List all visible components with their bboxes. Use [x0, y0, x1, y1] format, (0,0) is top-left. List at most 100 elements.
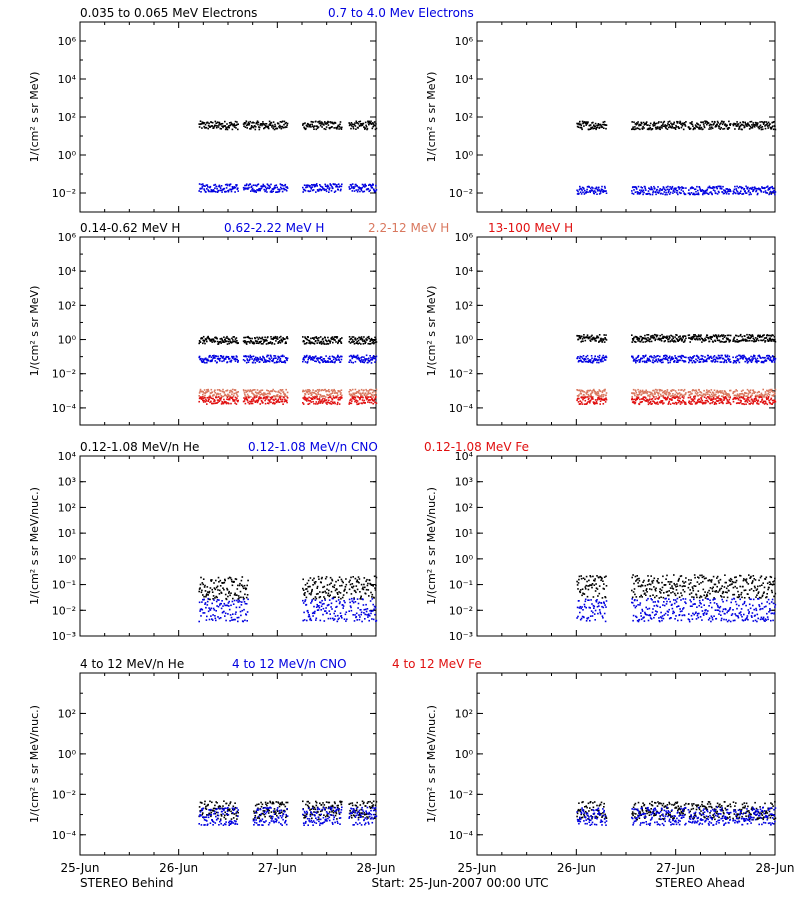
data-point [259, 129, 261, 131]
data-point [362, 125, 364, 127]
data-point [371, 596, 373, 598]
data-point [713, 398, 715, 400]
data-point [579, 358, 581, 360]
data-point [345, 578, 347, 580]
data-point [673, 123, 675, 125]
data-point [762, 402, 764, 404]
data-point [771, 193, 773, 195]
data-point [235, 121, 237, 123]
data-point [712, 401, 714, 403]
data-point [222, 605, 224, 607]
data-point [253, 122, 255, 124]
data-point [227, 361, 229, 363]
data-point [359, 358, 361, 360]
data-point [376, 389, 378, 391]
data-point [314, 583, 316, 585]
data-point [204, 397, 206, 399]
data-point [604, 390, 606, 392]
data-point [759, 121, 761, 123]
data-point [375, 585, 377, 587]
data-point [209, 355, 211, 357]
data-point [366, 390, 368, 392]
data-point [271, 357, 273, 359]
data-point [253, 399, 255, 401]
data-point [762, 398, 764, 400]
data-point [644, 335, 646, 337]
data-point [682, 337, 684, 339]
legend-label: 0.7 to 4.0 Mev Electrons [328, 6, 474, 20]
data-point [205, 124, 207, 126]
data-point [691, 403, 693, 405]
data-point [677, 190, 679, 192]
data-point [245, 341, 247, 343]
data-point [587, 191, 589, 193]
data-point [268, 128, 270, 130]
data-point [750, 402, 752, 404]
data-point [276, 128, 278, 130]
data-point [226, 336, 228, 338]
data-point [363, 356, 365, 358]
data-point [590, 124, 592, 126]
data-point [350, 128, 352, 130]
data-point [719, 125, 721, 127]
data-point [585, 358, 587, 360]
data-point [227, 613, 229, 615]
data-point [355, 339, 357, 341]
data-point [323, 124, 325, 126]
data-point [758, 360, 760, 362]
data-point [236, 340, 238, 342]
data-point [337, 393, 339, 395]
data-point [773, 357, 775, 359]
data-point [313, 578, 315, 580]
data-point [674, 336, 676, 338]
data-point [283, 127, 285, 129]
data-point [698, 357, 700, 359]
data-point [729, 402, 731, 404]
data-point [244, 392, 246, 394]
series-points [576, 389, 776, 398]
data-point [679, 392, 681, 394]
data-point [216, 125, 218, 127]
data-point [325, 123, 327, 125]
data-point [261, 125, 263, 127]
data-point [683, 187, 685, 189]
data-point [354, 343, 356, 345]
y-tick-label: 10³ [58, 476, 76, 489]
data-point [726, 362, 728, 364]
data-point [278, 390, 280, 392]
data-point [580, 403, 582, 405]
data-point [326, 341, 328, 343]
data-point [274, 124, 276, 126]
data-point [282, 121, 284, 123]
data-point [774, 394, 776, 396]
data-point [316, 185, 318, 187]
data-point [700, 334, 702, 336]
data-point [597, 391, 599, 393]
data-point [280, 187, 282, 189]
data-point [323, 390, 325, 392]
data-point [311, 186, 313, 188]
data-point [685, 361, 687, 363]
data-point [376, 356, 378, 358]
data-point [376, 577, 378, 579]
data-point [744, 361, 746, 363]
legend-label: 0.035 to 0.065 MeV Electrons [80, 6, 257, 20]
data-point [214, 615, 216, 617]
data-point [337, 394, 339, 396]
data-point [338, 183, 340, 185]
data-point [220, 617, 222, 619]
data-point [757, 193, 759, 195]
data-point [642, 341, 644, 343]
data-point [714, 190, 716, 192]
data-point [769, 394, 771, 396]
data-point [285, 357, 287, 359]
data-point [352, 126, 354, 128]
data-point [374, 587, 376, 589]
data-point [266, 343, 268, 345]
data-point [287, 123, 289, 125]
data-point [262, 389, 264, 391]
data-point [353, 128, 355, 130]
data-point [658, 121, 660, 123]
data-point [770, 357, 772, 359]
data-point [768, 396, 770, 398]
